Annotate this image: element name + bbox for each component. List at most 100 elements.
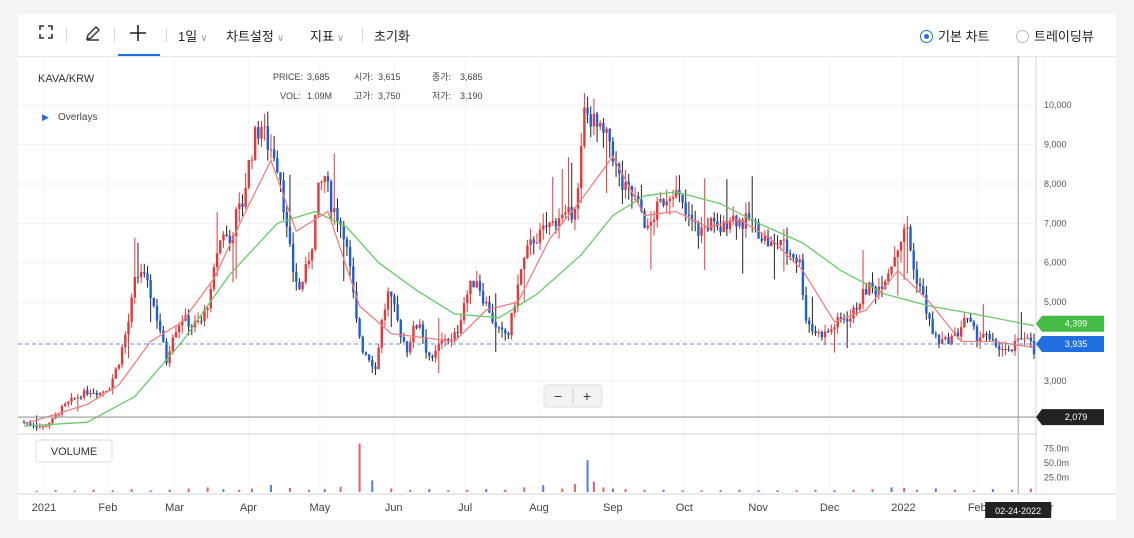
volume-bar: [814, 489, 817, 492]
candle-body: [238, 203, 241, 210]
candle-body: [333, 208, 336, 213]
candle-body: [390, 291, 393, 297]
candle-body: [684, 202, 687, 215]
candle-body: [646, 225, 649, 228]
svg-text:1.09M: 1.09M: [307, 91, 332, 101]
candle-body: [551, 221, 554, 223]
x-tick-label: Aug: [529, 502, 549, 514]
candle-body: [643, 211, 646, 228]
candle-body: [443, 339, 447, 341]
candle-body: [260, 126, 263, 139]
x-tick-label: Feb: [98, 502, 117, 514]
candle-body: [380, 320, 383, 348]
volume-bars: [35, 443, 1032, 492]
chart-settings-dropdown[interactable]: 차트설정 ∨: [226, 26, 284, 45]
candle-body: [928, 313, 931, 319]
expand-icon[interactable]: [38, 24, 54, 43]
x-tick-label: Apr: [240, 502, 257, 514]
candle-body: [839, 317, 843, 319]
candle-body: [545, 225, 548, 228]
chart-settings-label: 차트설정: [226, 29, 274, 44]
crosshair-date-badge: 02-24-2022: [985, 502, 1052, 518]
volume-tick-label: 75.0m: [1044, 444, 1069, 454]
candle-body: [1007, 349, 1010, 351]
volume-bar: [307, 489, 310, 492]
candle-body: [326, 176, 330, 182]
candle-body: [440, 339, 444, 344]
candle-body: [263, 126, 266, 128]
candle-body: [893, 257, 896, 267]
pencil-icon[interactable]: [84, 24, 102, 45]
svg-text:4,399: 4,399: [1065, 319, 1088, 329]
crosshair-plus-icon[interactable]: [128, 23, 148, 46]
volume-bar: [700, 490, 703, 492]
candle-body: [959, 327, 963, 337]
candle-body: [203, 309, 206, 322]
basic-chart-radio[interactable]: 기본 차트: [920, 26, 989, 45]
candle-body: [253, 127, 257, 160]
volume-tick-label: 50.0m: [1044, 458, 1069, 468]
candle-body: [827, 331, 830, 333]
candle-body: [665, 201, 668, 206]
indicators-label: 지표: [310, 29, 334, 44]
volume-bar: [504, 489, 507, 492]
pair-title: KAVA/KRW: [38, 73, 95, 85]
candle-body: [605, 128, 608, 133]
overlays-label[interactable]: Overlays: [58, 112, 97, 123]
volume-bar: [485, 489, 488, 492]
candle-body: [700, 227, 703, 236]
candle-body: [241, 203, 244, 208]
candle-body: [279, 172, 282, 181]
candle-body: [79, 397, 83, 399]
candle-body: [51, 418, 54, 424]
candle-body: [158, 320, 162, 331]
zoom-in-button[interactable]: +: [583, 388, 591, 404]
candle-body: [247, 160, 250, 188]
candle-body: [114, 368, 118, 379]
candle-body: [130, 297, 133, 322]
volume-bar: [523, 487, 526, 492]
candle-body: [963, 318, 966, 328]
zoom-out-button[interactable]: −: [554, 388, 562, 404]
candle-body: [656, 201, 659, 220]
period-dropdown[interactable]: 1일 ∨: [178, 26, 208, 45]
x-tick-label: Oct: [676, 502, 693, 514]
svg-text:3,685: 3,685: [307, 72, 330, 82]
candle-body: [823, 331, 827, 338]
candle-body: [424, 336, 428, 353]
volume-bar: [719, 490, 722, 492]
candle-body: [817, 331, 820, 333]
candle-body: [146, 273, 149, 281]
candle-body: [111, 378, 114, 390]
candle-body: [73, 397, 76, 399]
candle-body: [136, 277, 140, 279]
volume-bar: [643, 489, 646, 492]
candle-body: [383, 309, 387, 321]
price-chart[interactable]: 3,0004,0005,0006,0007,0008,0009,00010,00…: [18, 56, 1116, 520]
candle-body: [117, 364, 121, 369]
candle-body: [478, 281, 482, 291]
candle-body: [709, 218, 713, 231]
reset-button[interactable]: 초기화: [374, 29, 410, 44]
tradingview-radio[interactable]: 트레이딩뷰: [1016, 26, 1094, 45]
volume-bar: [168, 489, 171, 492]
candle-body: [76, 397, 80, 399]
ma-short-line: [23, 155, 1035, 425]
candle-body: [747, 213, 751, 220]
candle-body: [323, 176, 326, 182]
candle-body: [649, 221, 653, 226]
candle-body: [124, 334, 127, 348]
volume-bar: [288, 487, 291, 492]
candle-body: [830, 329, 833, 332]
candle-body: [57, 414, 61, 416]
candle-body: [782, 239, 786, 241]
candle-body: [339, 220, 342, 226]
candle-body: [921, 286, 925, 295]
candle-body: [532, 239, 535, 244]
ohlc-info: PRICE: 3,685 시가: 3,615 종가: 3,685 VOL: 1.…: [273, 72, 483, 101]
candle-body: [38, 426, 42, 428]
indicators-dropdown[interactable]: 지표 ∨: [310, 26, 344, 45]
volume-bar: [903, 487, 906, 492]
overlays-toggle-icon[interactable]: ▶: [42, 112, 49, 122]
candle-body: [792, 254, 795, 258]
